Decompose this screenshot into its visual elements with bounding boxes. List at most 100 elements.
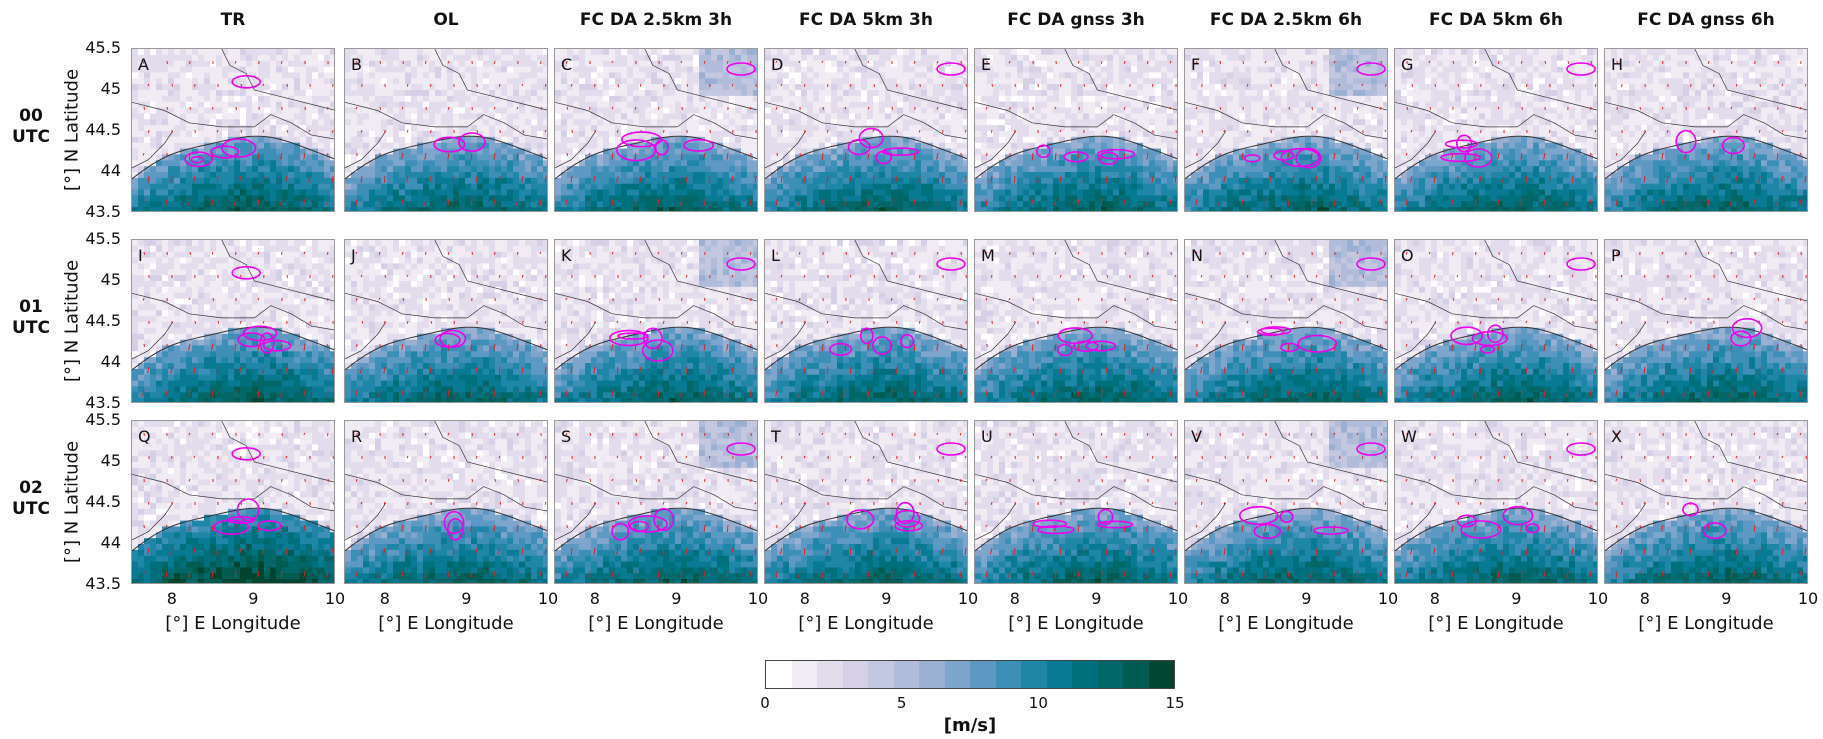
field-cell [1035,154,1042,161]
field-cell [1101,101,1108,109]
field-cell [264,49,271,56]
field-cell [1047,54,1054,62]
field-cell [999,107,1006,115]
field-cell [258,172,265,179]
field-cell [657,72,664,79]
field-cell [651,136,658,144]
field-cell [423,95,430,103]
field-cell [1125,119,1132,126]
field-cell [633,166,640,173]
field-cell [981,119,988,126]
field-cell [156,154,163,161]
field-cell [579,148,586,156]
field-cell [555,54,562,62]
field-cell [597,119,604,126]
field-cell [903,136,910,144]
field-cell [921,54,928,62]
field-cell [807,154,814,161]
field-cell [447,160,454,167]
field-cell [837,113,844,120]
field-cell [849,125,856,132]
wind-arrow [279,152,283,160]
field-cell [891,125,898,132]
field-cell [186,60,193,68]
field-cell [1065,148,1072,156]
field-cell [525,136,532,144]
field-cell [417,113,424,120]
field-cell [1113,148,1120,156]
field-cell [1125,72,1132,79]
field-cell [1053,49,1060,56]
field-cell [741,154,748,161]
field-cell [681,160,688,167]
field-cell [609,60,616,68]
field-cell [909,160,916,167]
field-cell [324,119,331,126]
field-cell [639,125,646,132]
field-cell [144,54,151,62]
field-cell [855,60,862,68]
field-cell [951,195,958,202]
field-cell [585,49,592,56]
field-cell [300,172,307,179]
field-cell [162,54,169,62]
field-cell [1059,60,1066,68]
field-cell [927,189,934,197]
field-cell [867,148,874,156]
field-cell [306,84,313,91]
field-cell [1023,90,1030,97]
field-cell [675,201,682,208]
wind-arrow [588,152,591,156]
field-cell [513,160,520,167]
field-cell [1113,119,1120,126]
field-cell [663,183,670,191]
field-cell [405,95,412,103]
field-cell [447,66,454,74]
field-cell [507,148,514,156]
field-cell [417,54,424,62]
field-cell [150,125,157,132]
field-cell [735,136,742,144]
field-cell [921,154,928,161]
field-cell [1023,166,1030,173]
field-cell [807,201,814,208]
field-cell [162,119,169,126]
field-cell [753,207,757,211]
y-tick-label: 45 [61,270,121,289]
field-cell [369,131,376,138]
field-cell [204,201,211,208]
field-cell [330,72,334,79]
field-cell [717,54,724,62]
field-cell [471,207,478,211]
field-cell [381,207,388,211]
field-cell [180,195,187,202]
contour [231,74,261,89]
field-cell [429,113,436,120]
field-cell [216,207,223,211]
field-cell [441,119,448,126]
wind-arrow [867,106,870,110]
field-cell [1113,125,1120,132]
field-cell [963,183,967,191]
field-cell [945,125,952,132]
field-cell [567,113,574,120]
field-cell [483,166,490,173]
field-cell [723,113,730,120]
field-cell [453,66,460,74]
field-cell [258,131,265,138]
wind-arrow [726,152,729,160]
field-cell [1107,207,1114,211]
field-cell [555,201,562,208]
field-cell [879,101,886,109]
field-cell [1149,166,1156,173]
y-tick-label: 45.5 [61,38,121,57]
field-cell [306,183,313,191]
field-cell [669,183,676,191]
field-cell [156,201,163,208]
field-cell [234,177,241,185]
field-cell [459,207,466,211]
field-cell [831,84,838,91]
field-cell [903,113,910,120]
field-cell [693,101,700,109]
field-cell [357,183,364,191]
